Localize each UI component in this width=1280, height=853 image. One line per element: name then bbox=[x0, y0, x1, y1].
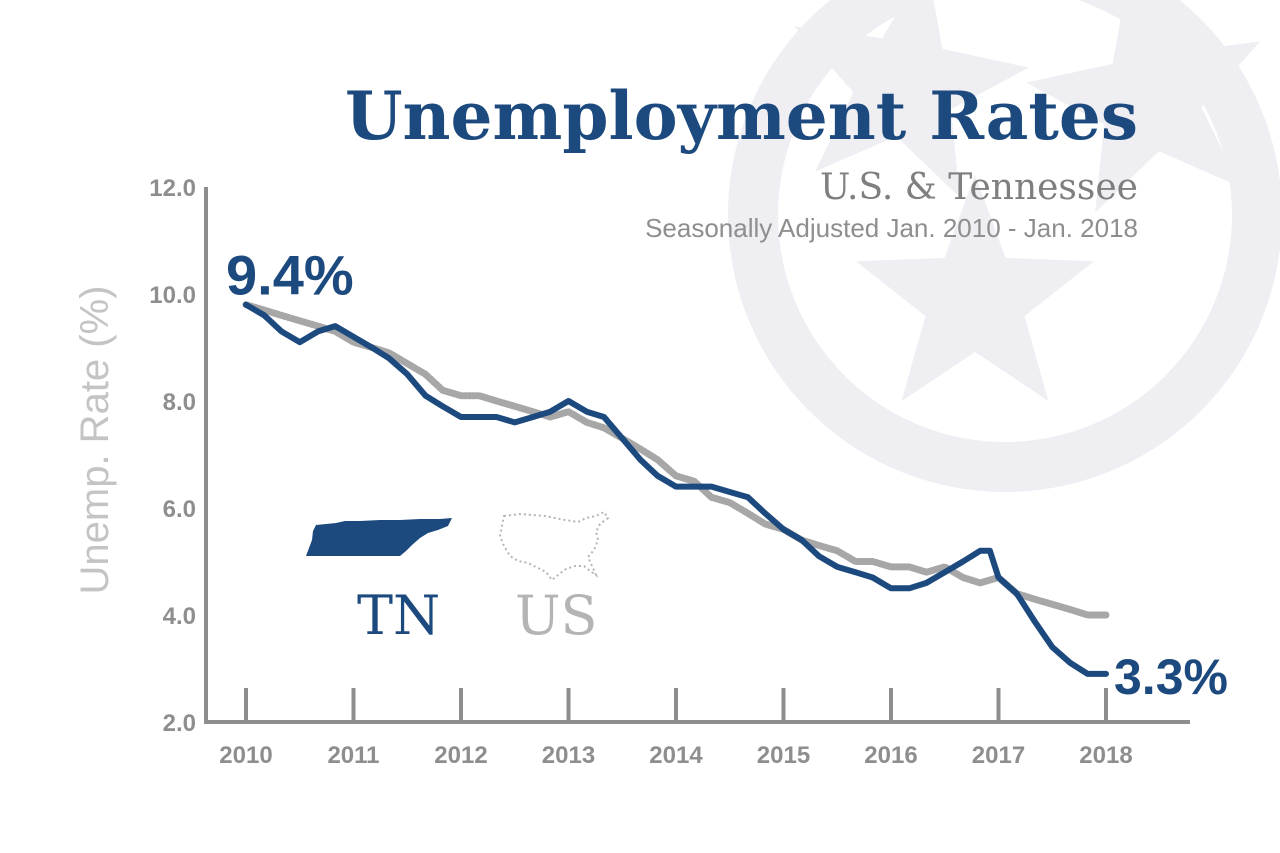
x-tick-label: 2010 bbox=[219, 742, 272, 769]
x-tick-label: 2011 bbox=[327, 742, 379, 769]
chart-note: Seasonally Adjusted Jan. 2010 - Jan. 201… bbox=[645, 213, 1138, 243]
x-tick-label: 2012 bbox=[434, 742, 487, 769]
chart-title: Unemployment Rates bbox=[345, 77, 1138, 155]
watermark-star-icon bbox=[856, 175, 1094, 402]
series-line-tn bbox=[243, 301, 1109, 677]
y-axis-label: Unemp. Rate (%) bbox=[73, 286, 117, 595]
x-tick-label: 2016 bbox=[864, 742, 917, 769]
y-tick-label: 4.0 bbox=[163, 603, 196, 630]
x-tick-label: 2017 bbox=[972, 742, 1025, 769]
chart-subtitle: U.S. & Tennessee bbox=[820, 167, 1138, 208]
x-tick-label: 2013 bbox=[542, 742, 595, 769]
y-tick-label: 10.0 bbox=[149, 282, 196, 309]
watermark-ring bbox=[728, 0, 1280, 492]
x-axis-ticks: 2010 2011 2012 2013 2014 2015 2016 2017 2018 bbox=[219, 688, 1133, 769]
y-tick-label: 8.0 bbox=[163, 389, 196, 416]
y-tick-label: 2.0 bbox=[163, 710, 196, 737]
series-line-us bbox=[242, 301, 1110, 619]
usa-map-outline-icon bbox=[498, 510, 610, 582]
x-tick-label: 2015 bbox=[757, 742, 810, 769]
y-axis-ticks: 2.0 4.0 6.0 8.0 10.0 12.0 bbox=[149, 175, 196, 737]
watermark-star-icon bbox=[1026, 0, 1261, 213]
y-tick-label: 12.0 bbox=[149, 175, 196, 202]
tennessee-map-icon bbox=[306, 518, 452, 556]
y-tick-label: 6.0 bbox=[163, 496, 196, 523]
legend-label-us: US bbox=[515, 584, 598, 647]
end-value-label: 3.3% bbox=[1114, 649, 1228, 705]
start-value-label: 9.4% bbox=[226, 244, 354, 307]
legend-label-tn: TN bbox=[357, 584, 440, 647]
x-tick-label: 2014 bbox=[649, 742, 703, 769]
x-tick-label: 2018 bbox=[1079, 742, 1132, 769]
watermark-star-icon bbox=[794, 0, 1029, 198]
legend: TN US bbox=[306, 510, 610, 647]
tennessee-tri-star-icon bbox=[728, 0, 1280, 492]
series-layer bbox=[242, 301, 1110, 677]
